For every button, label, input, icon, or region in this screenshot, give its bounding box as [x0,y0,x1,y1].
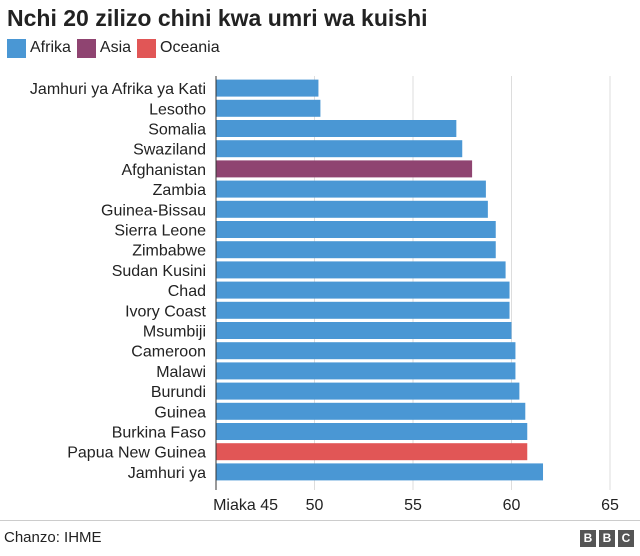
legend-label-asia: Asia [99,39,132,56]
bar [216,443,528,461]
chart-title: Nchi 20 zilizo chini kwa umri wa kuishi [7,5,428,31]
bar [216,160,473,178]
footer-divider [0,520,640,521]
bar [216,281,510,299]
x-tick-label: 65 [601,497,619,514]
bar [216,99,321,117]
x-tick-label: 60 [503,497,521,514]
bar [216,322,512,339]
legend-swatch-oceania [137,38,157,58]
category-label: Sudan Kusini [112,263,206,280]
category-label: Burkina Faso [112,425,206,442]
category-label: Swaziland [133,142,206,159]
bar-chart: Jamhuri ya Afrika ya Kati Lesotho Somalia S… [30,76,619,514]
bar [216,180,486,198]
bar [216,301,510,319]
category-label: Jamhuri ya [128,465,206,482]
category-label: Lesotho [149,101,206,118]
category-label: Sierra Leone [114,223,206,240]
category-label: Malawi [156,364,206,381]
category-label: Cameroon [131,344,206,361]
legend-swatch-afrika [7,38,26,58]
bar [216,241,496,259]
legend-item-oceania: Oceania [137,38,220,58]
category-label: Jamhuri ya Afrika ya Kati [30,81,206,98]
category-label: Guinea [154,404,206,421]
legend-label-afrika: Afrika [30,39,71,56]
bar [216,342,516,360]
bar [216,221,496,238]
source-note: Chanzo: IHME [4,529,102,546]
legend-item-asia: Asia [76,38,132,58]
category-label: Burundi [151,384,206,401]
bar [216,423,528,440]
bar [216,362,516,380]
category-label: Chad [168,283,206,300]
bar [216,402,526,420]
category-label: Zambia [153,182,206,199]
x-tick-label: 50 [306,497,324,514]
bbc-logo-letter: B [580,530,596,547]
legend-item-afrika: Afrika [7,38,71,58]
category-label: Msumbiji [143,324,206,341]
category-label: Guinea-Bissau [101,202,206,219]
bbc-logo: B B C [577,530,634,547]
bar [216,120,457,137]
x-tick-label: Miaka 45 [213,497,278,514]
bar [216,463,544,481]
category-label: Somalia [148,122,206,139]
category-label: Ivory Coast [125,303,206,320]
legend-label-oceania: Oceania [160,39,220,56]
category-label: Zimbabwe [132,243,206,260]
bar [216,200,488,218]
bar [216,140,463,158]
x-tick-label: 55 [404,497,422,514]
category-label: Afghanistan [121,162,206,179]
chart-legend: Afrika Asia Oceania [7,38,226,58]
legend-swatch-asia [76,38,96,58]
bar [216,261,506,279]
category-label: Papua New Guinea [67,445,206,462]
bar [216,79,319,97]
bbc-logo-letter: B [599,530,615,547]
bbc-logo-letter: C [618,530,634,547]
bar [216,382,520,400]
